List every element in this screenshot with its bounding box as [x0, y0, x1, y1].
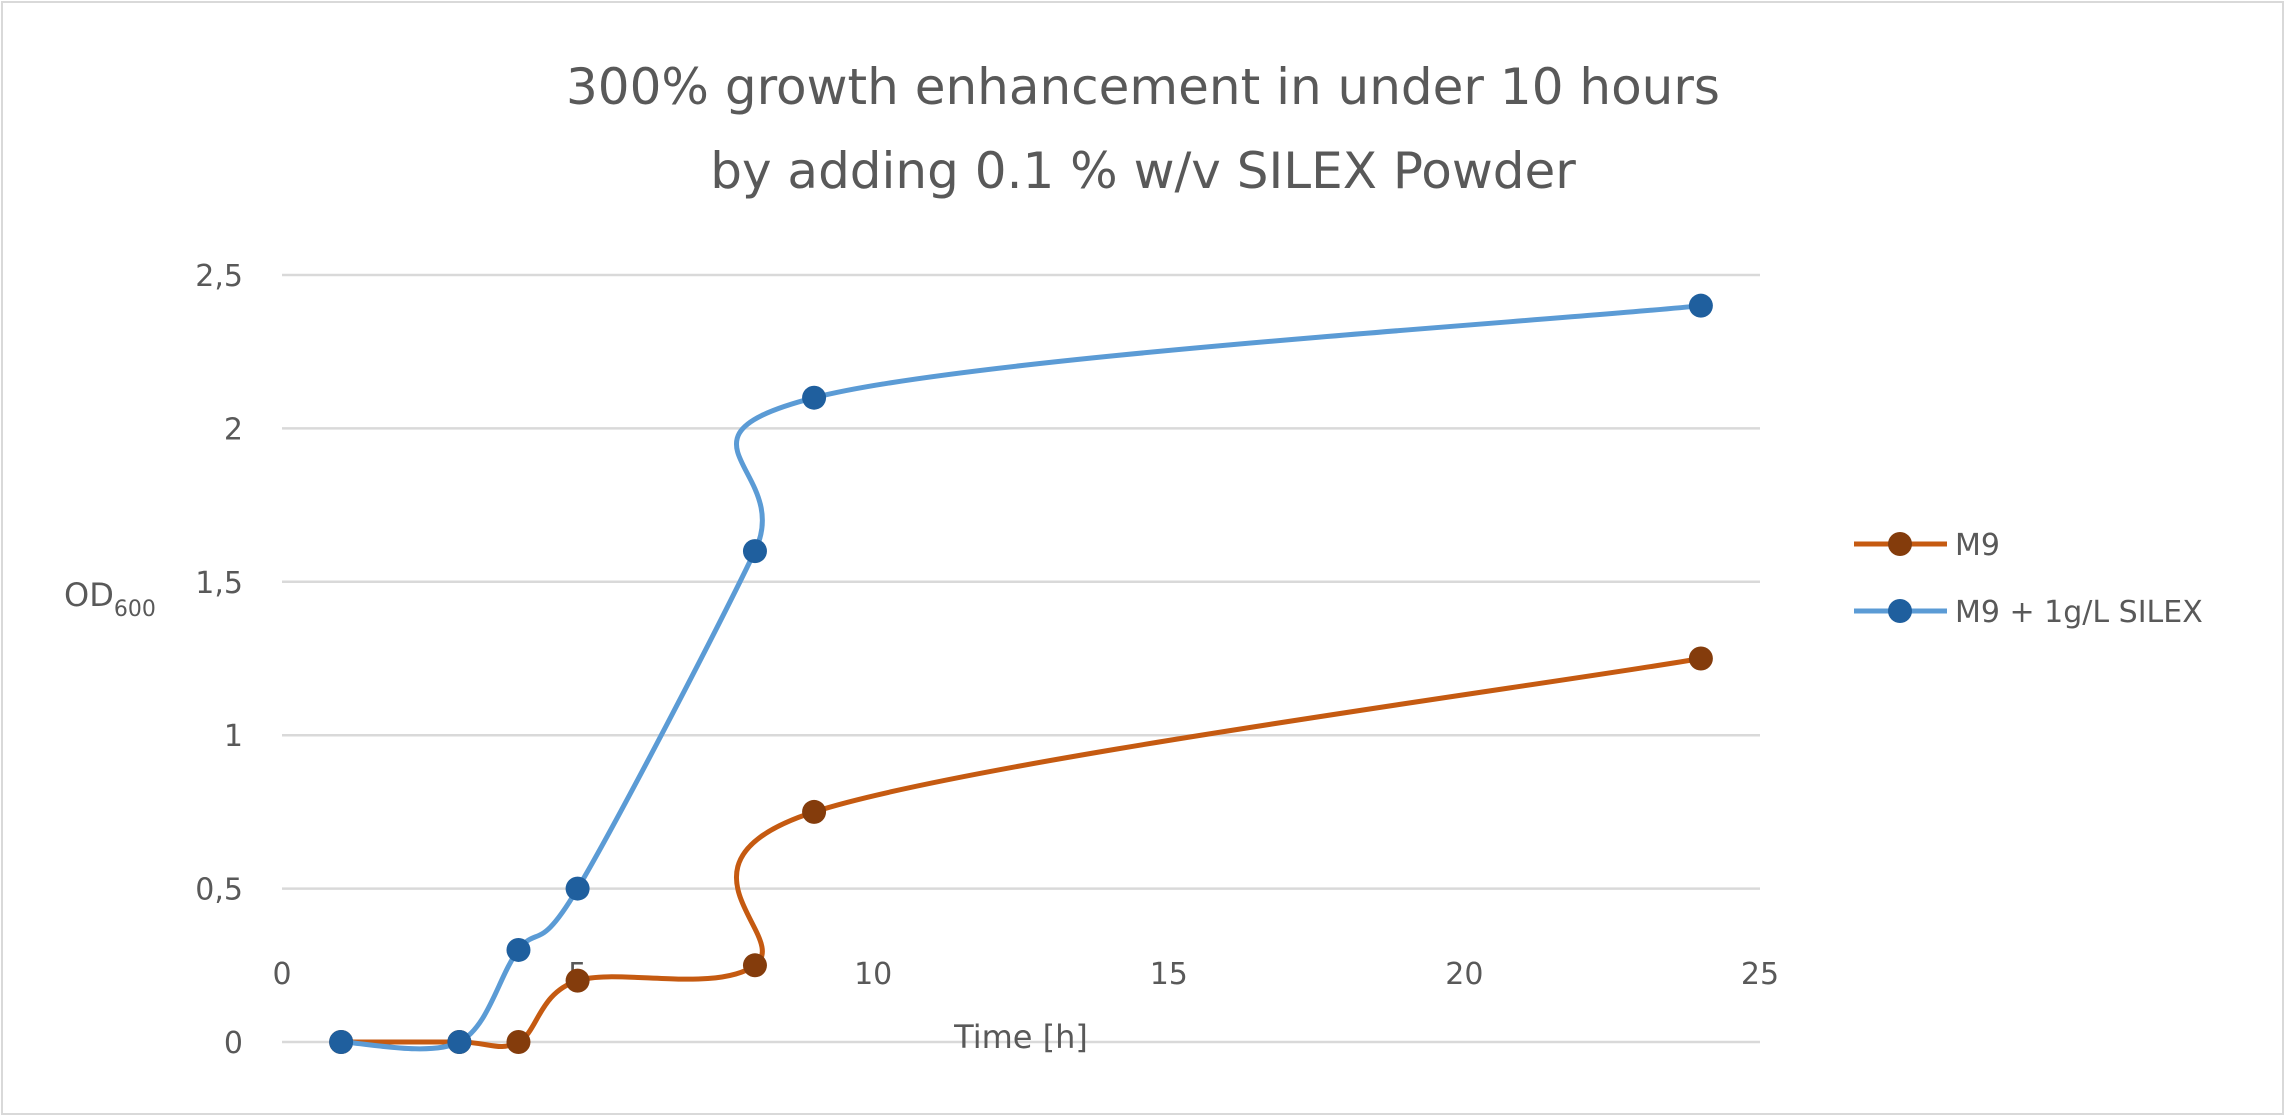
y-tick-label: 1 [224, 719, 243, 754]
data-point [565, 876, 590, 901]
data-point [802, 799, 827, 824]
x-axis-title: Time [h] [953, 1018, 1088, 1056]
data-point [742, 953, 767, 978]
series-m9 [329, 646, 1713, 1054]
legend-item: M9 + 1g/L SILEX [1854, 595, 2203, 630]
y-tick-label: 2,5 [195, 259, 243, 294]
legend-label: M9 [1955, 528, 2000, 563]
y-tick-label: 2 [224, 412, 243, 447]
legend-marker [1888, 532, 1912, 556]
data-point [506, 1030, 531, 1054]
legend-marker [1888, 599, 1912, 623]
x-tick-label: 10 [854, 957, 892, 992]
series-m9-silex [329, 293, 1713, 1054]
data-point [1688, 293, 1713, 318]
chart-title-line-1: 300% growth enhancement in under 10 hour… [566, 58, 1720, 116]
data-point [506, 937, 531, 962]
series-line [341, 303, 1702, 1052]
chart-title-line-2: by adding 0.1 % w/v SILEX Powder [710, 142, 1576, 200]
x-tick-label: 0 [272, 957, 291, 992]
y-axis-title-main: OD [64, 576, 114, 614]
y-axis-title: OD600 [64, 576, 156, 622]
y-tick-label: 1,5 [195, 566, 243, 601]
y-tick-label: 0,5 [195, 873, 243, 908]
y-tick-label: 0 [224, 1026, 243, 1061]
data-point [802, 385, 827, 410]
data-point [742, 539, 767, 564]
series-line [341, 656, 1702, 1050]
data-point [1688, 646, 1713, 671]
data-point [447, 1030, 472, 1054]
x-tick-label: 20 [1445, 957, 1483, 992]
data-point [565, 968, 590, 993]
legend-label: M9 + 1g/L SILEX [1955, 595, 2203, 630]
x-tick-label: 25 [1741, 957, 1779, 992]
y-axis-title-subscript: 600 [114, 597, 156, 622]
x-tick-label: 15 [1150, 957, 1188, 992]
data-point [329, 1030, 354, 1054]
legend-item: M9 [1854, 528, 2000, 563]
